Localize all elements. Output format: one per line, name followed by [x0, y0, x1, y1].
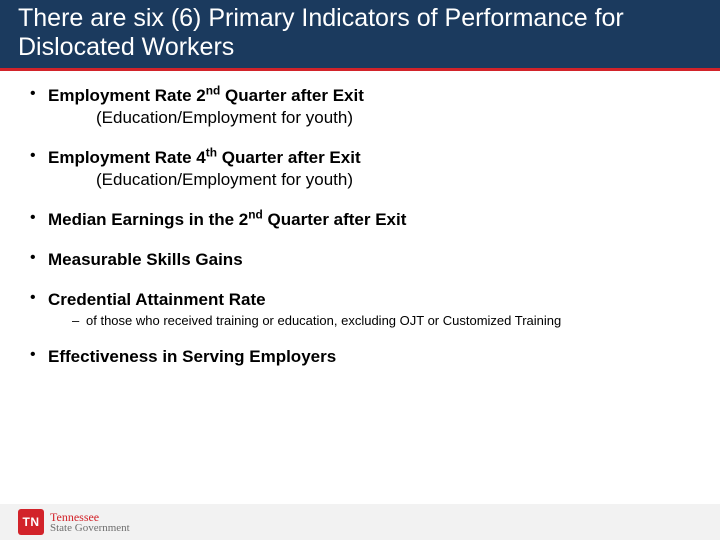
slide-content: Employment Rate 2nd Quarter after Exit(E… [0, 71, 720, 369]
bullet-list: Employment Rate 2nd Quarter after Exit(E… [28, 85, 692, 369]
bullet-bold: Credential Attainment Rate [48, 289, 692, 311]
bullet-item: Employment Rate 4th Quarter after Exit(E… [28, 147, 692, 191]
bullet-dash-list: of those who received training or educat… [48, 313, 692, 328]
tn-line2: State Government [50, 523, 130, 534]
tn-line1: Tennessee [50, 511, 130, 523]
tn-logo-badge: TN [18, 509, 44, 535]
bullet-subline: (Education/Employment for youth) [48, 169, 692, 191]
bullet-bold: Employment Rate 2nd Quarter after Exit [48, 85, 692, 107]
slide-footer: TN Tennessee State Government [0, 504, 720, 540]
bullet-bold: Measurable Skills Gains [48, 249, 692, 271]
bullet-item: Measurable Skills Gains [28, 249, 692, 271]
bullet-item: Effectiveness in Serving Employers [28, 346, 692, 368]
bullet-item: Median Earnings in the 2nd Quarter after… [28, 209, 692, 231]
slide-title: There are six (6) Primary Indicators of … [18, 4, 702, 62]
bullet-bold: Effectiveness in Serving Employers [48, 346, 692, 368]
slide-header: There are six (6) Primary Indicators of … [0, 0, 720, 71]
bullet-item: Credential Attainment Rate of those who r… [28, 289, 692, 328]
bullet-item: Employment Rate 2nd Quarter after Exit(E… [28, 85, 692, 129]
bullet-bold: Median Earnings in the 2nd Quarter after… [48, 209, 692, 231]
bullet-bold: Employment Rate 4th Quarter after Exit [48, 147, 692, 169]
bullet-subline: (Education/Employment for youth) [48, 107, 692, 129]
tn-logo-text: Tennessee State Government [50, 511, 130, 534]
bullet-dash-item: of those who received training or educat… [72, 313, 692, 328]
